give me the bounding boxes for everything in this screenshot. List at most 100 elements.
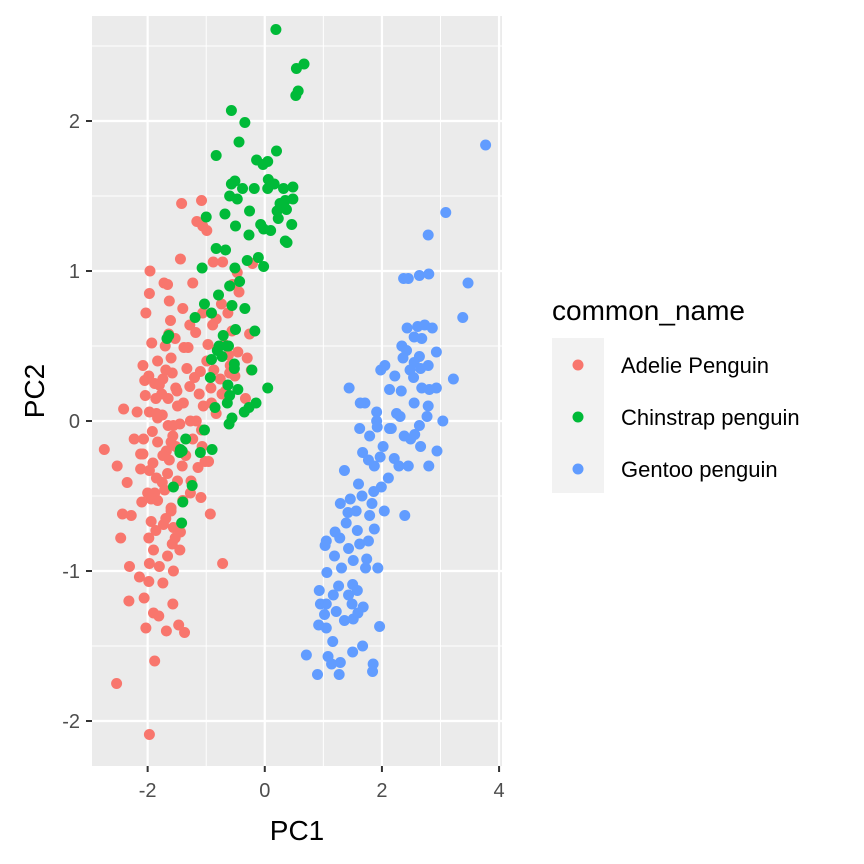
data-point [137, 448, 149, 460]
data-point [150, 525, 162, 536]
data-point [262, 382, 274, 394]
data-point [367, 666, 379, 677]
data-point [195, 492, 207, 503]
data-point [426, 322, 438, 334]
data-point [111, 678, 123, 689]
data-point [319, 609, 331, 620]
data-point [232, 346, 244, 358]
data-point [157, 450, 169, 461]
data-point [258, 261, 270, 272]
data-point [356, 490, 368, 502]
y-tick-label: 0 [69, 411, 80, 433]
data-point [194, 447, 206, 458]
data-point [125, 510, 137, 521]
data-point [262, 183, 274, 194]
data-point [334, 498, 346, 509]
data-point [408, 397, 420, 409]
data-point [382, 472, 394, 484]
data-point [138, 592, 150, 604]
data-point [222, 340, 234, 352]
data-point [219, 208, 231, 220]
data-point [391, 408, 403, 419]
data-point [241, 255, 253, 266]
data-point [167, 598, 179, 610]
data-point [156, 388, 168, 400]
data-point [153, 561, 165, 572]
data-point [228, 363, 240, 374]
data-point [174, 447, 186, 458]
data-point [118, 403, 130, 415]
data-point [167, 565, 179, 577]
data-point [233, 286, 245, 298]
data-point [162, 550, 174, 562]
data-point [143, 558, 155, 569]
data-point [198, 424, 210, 436]
data-point [139, 375, 151, 386]
data-point [343, 382, 355, 394]
data-point [190, 415, 202, 427]
y-tick-label: 1 [69, 261, 80, 283]
data-point [152, 495, 164, 506]
data-point [354, 397, 366, 409]
data-point [147, 457, 159, 469]
data-point [214, 373, 226, 385]
data-point [142, 487, 154, 499]
data-point [165, 352, 177, 364]
data-point [423, 460, 435, 472]
legend: common_name Adelie Penguin Chinstrap peng… [552, 295, 800, 493]
data-point [187, 277, 199, 289]
data-point [290, 63, 302, 74]
data-point [421, 411, 433, 422]
data-point [162, 279, 174, 290]
data-point [248, 183, 260, 194]
data-point [161, 333, 173, 344]
y-tick-label: -2 [62, 711, 80, 733]
data-point [361, 553, 373, 565]
x-tick-label: 4 [494, 780, 505, 802]
data-point [143, 532, 155, 544]
data-point [140, 307, 152, 319]
data-point [398, 273, 410, 284]
data-point [333, 580, 345, 592]
data-point [402, 460, 414, 472]
y-axis-title: PC2 [19, 364, 50, 418]
data-point [354, 423, 366, 434]
data-point [320, 598, 332, 610]
data-point [178, 342, 190, 353]
data-point [389, 370, 401, 382]
data-point [136, 496, 148, 508]
data-point [143, 576, 155, 587]
data-point [157, 577, 169, 589]
data-point [399, 510, 411, 521]
data-point [148, 544, 159, 556]
data-point [194, 366, 206, 377]
data-point [330, 606, 342, 617]
data-point [226, 300, 238, 311]
legend-key [572, 359, 584, 371]
data-point [336, 562, 348, 574]
y-tick-label: -1 [62, 561, 80, 583]
data-point [184, 381, 196, 392]
data-point [352, 607, 364, 619]
data-point [313, 585, 325, 596]
legend-label: Gentoo penguin [621, 457, 778, 482]
data-point [287, 181, 299, 193]
data-point [201, 225, 213, 236]
data-point [241, 352, 253, 364]
data-point [333, 669, 345, 680]
data-point [368, 486, 380, 497]
data-point [334, 657, 346, 668]
data-point [480, 139, 492, 151]
data-point [160, 364, 172, 376]
data-point [447, 373, 459, 385]
data-point [128, 433, 140, 445]
data-point [217, 256, 229, 268]
data-point [205, 354, 217, 365]
data-point [430, 346, 442, 358]
data-point [239, 303, 251, 314]
data-point [174, 253, 186, 265]
data-point [210, 150, 222, 161]
data-point [374, 621, 386, 632]
data-point [198, 298, 210, 310]
legend-label: Adelie Penguin [621, 353, 769, 378]
